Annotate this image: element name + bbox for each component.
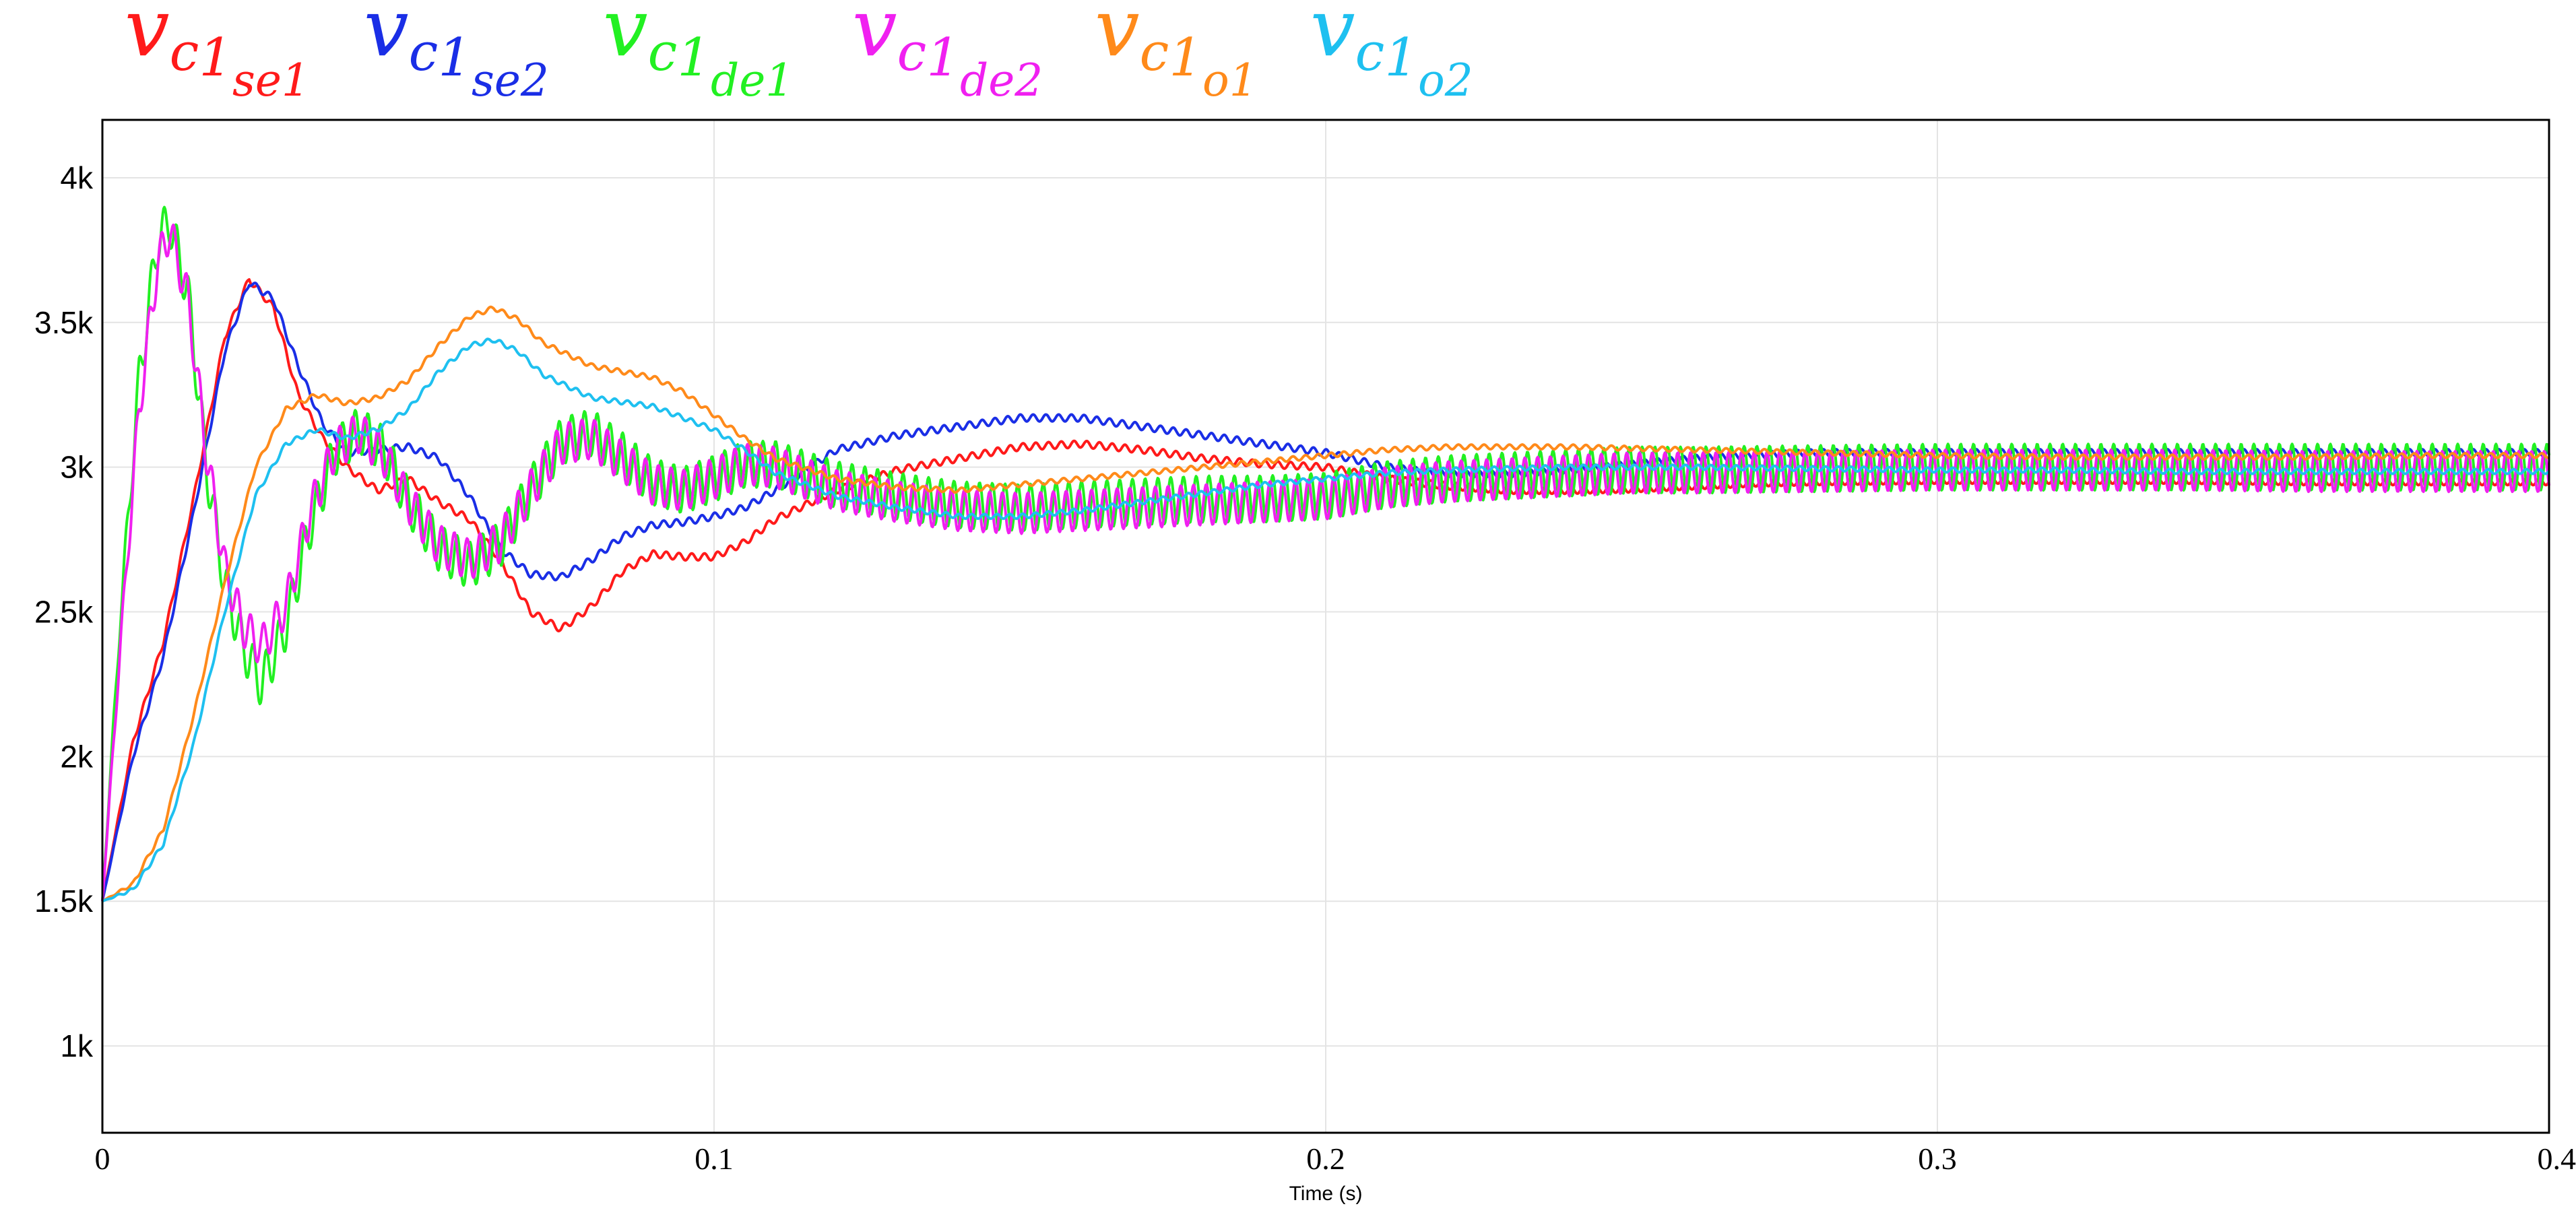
legend-symbol: v	[1095, 0, 1140, 74]
x-axis-tick-labels: 0 0.1 0.2 0.3 0.4	[95, 1142, 2576, 1176]
plot-area-border	[101, 119, 2550, 1134]
legend-subscript: c	[170, 22, 199, 83]
series-line-vc1o2	[102, 337, 2550, 903]
legend-subscript-digit: 1	[438, 28, 472, 88]
legend-subscript-digit: 1	[199, 28, 232, 88]
legend-subscript: c	[409, 22, 439, 83]
legend-symbol: v	[1310, 0, 1355, 74]
gridlines	[102, 120, 2549, 1133]
y-tick-label: 2.5k	[34, 595, 94, 630]
legend-subscript: c	[897, 22, 927, 83]
y-axis-tick-labels: 1k 1.5k 2k 2.5k 3k 3.5k 4k	[34, 160, 94, 1063]
x-axis-title: Time (s)	[1289, 1183, 1363, 1205]
legend-subscript-name: de2	[960, 55, 1043, 106]
legend-subscript-digit: 1	[677, 28, 711, 88]
y-tick-label: 3.5k	[34, 305, 94, 340]
legend-symbol: v	[852, 0, 897, 74]
x-tick-label: 0.2	[1306, 1142, 1345, 1176]
x-tick-label: 0	[95, 1142, 110, 1176]
series-lines	[101, 205, 2550, 903]
legend-entry: vc1o2	[1310, 0, 1473, 106]
legend-entry: vc1o1	[1095, 0, 1258, 106]
legend-subscript: c	[1140, 22, 1169, 83]
legend-subscript: c	[648, 22, 678, 83]
legend-symbol: v	[125, 0, 170, 74]
legend-subscript-digit: 1	[926, 28, 960, 88]
legend-symbol: v	[603, 0, 648, 74]
legend-entry: vc1se2	[364, 0, 549, 106]
legend-subscript-name: o1	[1202, 55, 1258, 106]
series-line-vc1de1	[101, 205, 2550, 902]
legend-symbol: v	[364, 0, 409, 74]
x-tick-label: 0.1	[695, 1142, 734, 1176]
legend-subscript-name: se2	[472, 55, 549, 106]
x-tick-label: 0.4	[2538, 1142, 2576, 1176]
legend-entry: vc1de1	[603, 0, 794, 106]
legend-subscript-name: se1	[232, 55, 310, 106]
y-tick-label: 2k	[60, 739, 94, 774]
series-line-vc1o1	[102, 305, 2550, 902]
legend-subscript-name: de1	[711, 55, 794, 106]
y-tick-label: 3k	[60, 450, 94, 485]
legend-subscript-name: o2	[1418, 55, 1473, 106]
legend-entry: vc1de2	[852, 0, 1043, 106]
legend-subscript-digit: 1	[1169, 28, 1202, 88]
y-tick-label: 4k	[60, 160, 94, 195]
legend-subscript-digit: 1	[1384, 28, 1418, 88]
legend-subscript: c	[1355, 22, 1385, 83]
y-tick-label: 1k	[60, 1028, 94, 1063]
x-tick-label: 0.3	[1918, 1142, 1957, 1176]
y-tick-label: 1.5k	[34, 884, 94, 919]
series-line-vc1de2	[101, 224, 2550, 902]
legend-entry: vc1se1	[125, 0, 310, 106]
